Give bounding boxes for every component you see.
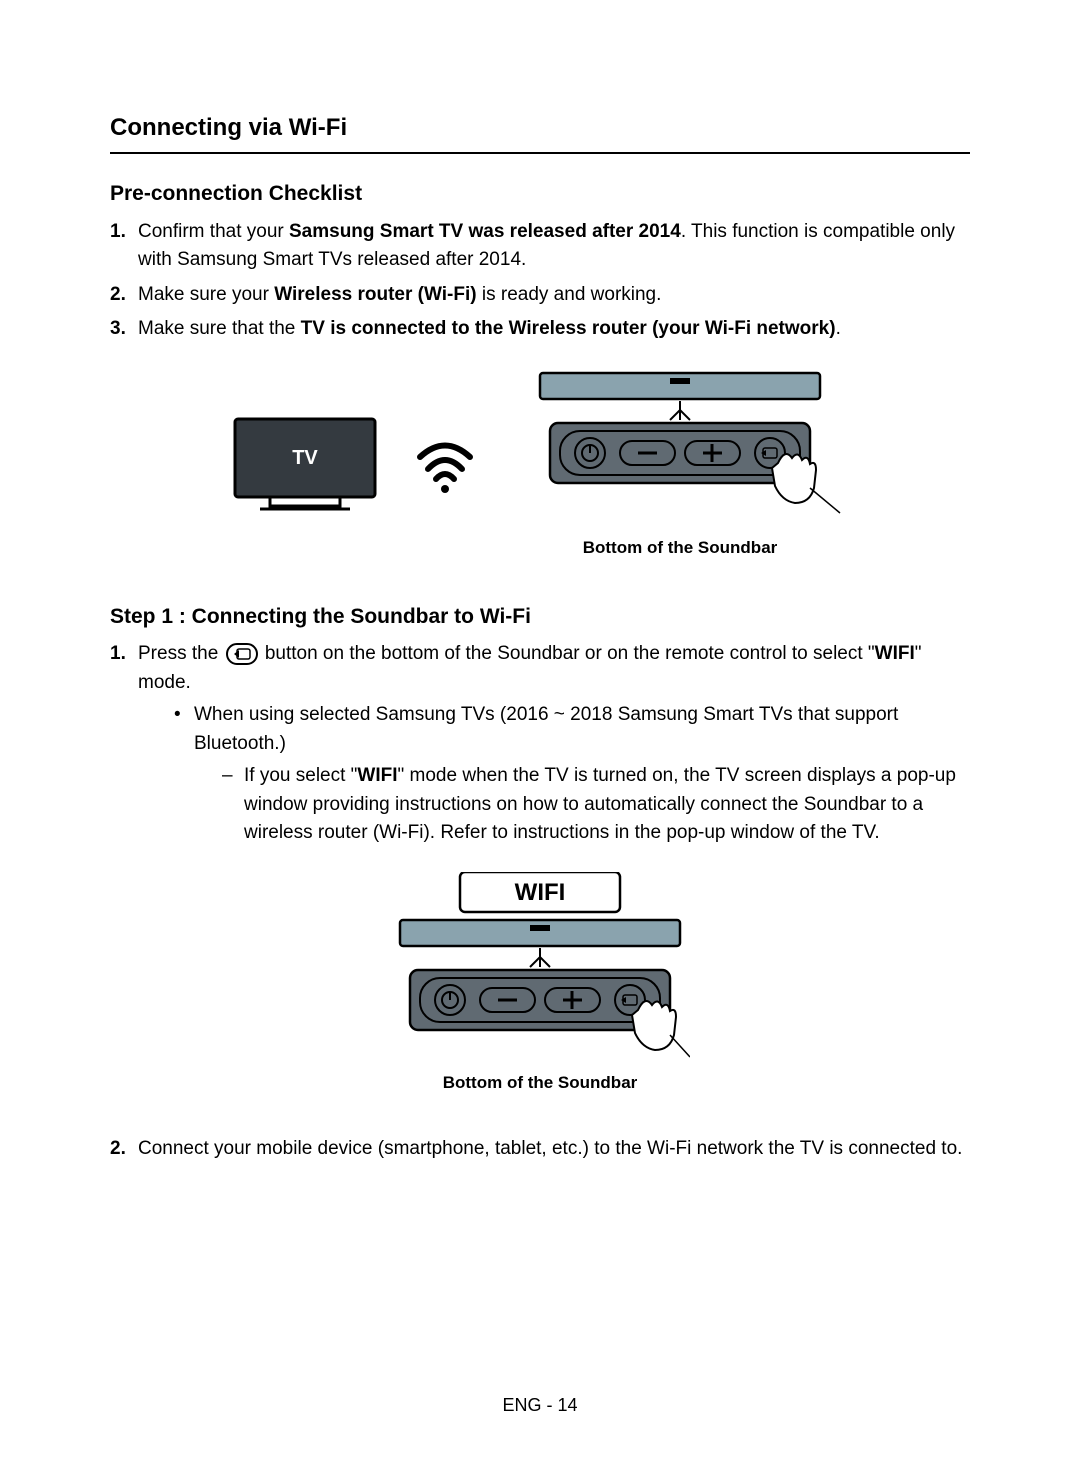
step1-list-cont: 2. Connect your mobile device (smartphon…: [110, 1135, 970, 1164]
item-text-pre: Make sure that the: [138, 318, 301, 339]
wifi-icon: [410, 429, 480, 499]
item-text-bold: TV is connected to the Wireless router (…: [301, 318, 836, 339]
tv-icon: TV: [230, 414, 380, 514]
item-text-pre: Make sure your: [138, 284, 274, 305]
step1-list: 1. Press the button on the bottom of the…: [110, 640, 970, 848]
section-title: Connecting via Wi-Fi: [110, 110, 970, 154]
page-footer: ENG - 14: [0, 1392, 1080, 1419]
checklist-item: 2. Make sure your Wireless router (Wi-Fi…: [110, 281, 970, 310]
checklist-title: Pre-connection Checklist: [110, 178, 970, 210]
dash-item: If you select "WIFI" mode when the TV is…: [222, 762, 970, 848]
dash-bold: WIFI: [357, 765, 397, 786]
item-text: button on the bottom of the Soundbar or …: [260, 643, 875, 664]
source-button-icon: [226, 643, 258, 665]
item-number: 1.: [110, 218, 126, 247]
item-number: 3.: [110, 315, 126, 344]
checklist: 1. Confirm that your Samsung Smart TV wa…: [110, 218, 970, 344]
item-bold: WIFI: [875, 643, 915, 664]
item-text: Press the: [138, 643, 224, 664]
item-text-pre: Confirm that your: [138, 221, 289, 242]
diagram-soundbar-wifi-mode: WIFI Bottom of the Soundbar: [110, 872, 970, 1096]
item-text-post: is ready and working.: [477, 284, 662, 305]
soundbar-display-text: WIFI: [515, 879, 566, 906]
item-text: Connect your mobile device (smartphone, …: [138, 1138, 962, 1159]
dash-pre: If you select ": [244, 765, 357, 786]
diagram-tv-wifi-soundbar: TV: [110, 368, 970, 561]
bullet-text: When using selected Samsung TVs (2016 ~ …: [194, 704, 898, 754]
checklist-item: 3. Make sure that the TV is connected to…: [110, 315, 970, 344]
item-number: 2.: [110, 1135, 126, 1164]
diagram-caption: Bottom of the Soundbar: [510, 535, 850, 561]
step1-item: 1. Press the button on the bottom of the…: [110, 640, 970, 848]
item-number: 2.: [110, 281, 126, 310]
item-text-bold: Samsung Smart TV was released after 2014: [289, 221, 681, 242]
step1-title: Step 1 : Connecting the Soundbar to Wi-F…: [110, 601, 970, 633]
item-text-post: .: [836, 318, 841, 339]
soundbar-diagram: Bottom of the Soundbar: [510, 368, 850, 561]
bullet-item: When using selected Samsung TVs (2016 ~ …: [174, 701, 970, 848]
item-text-bold: Wireless router (Wi-Fi): [274, 284, 476, 305]
tv-label: TV: [292, 447, 318, 469]
step1-item: 2. Connect your mobile device (smartphon…: [110, 1135, 970, 1164]
checklist-item: 1. Confirm that your Samsung Smart TV wa…: [110, 218, 970, 275]
diagram-caption: Bottom of the Soundbar: [443, 1070, 638, 1096]
item-number: 1.: [110, 640, 126, 669]
